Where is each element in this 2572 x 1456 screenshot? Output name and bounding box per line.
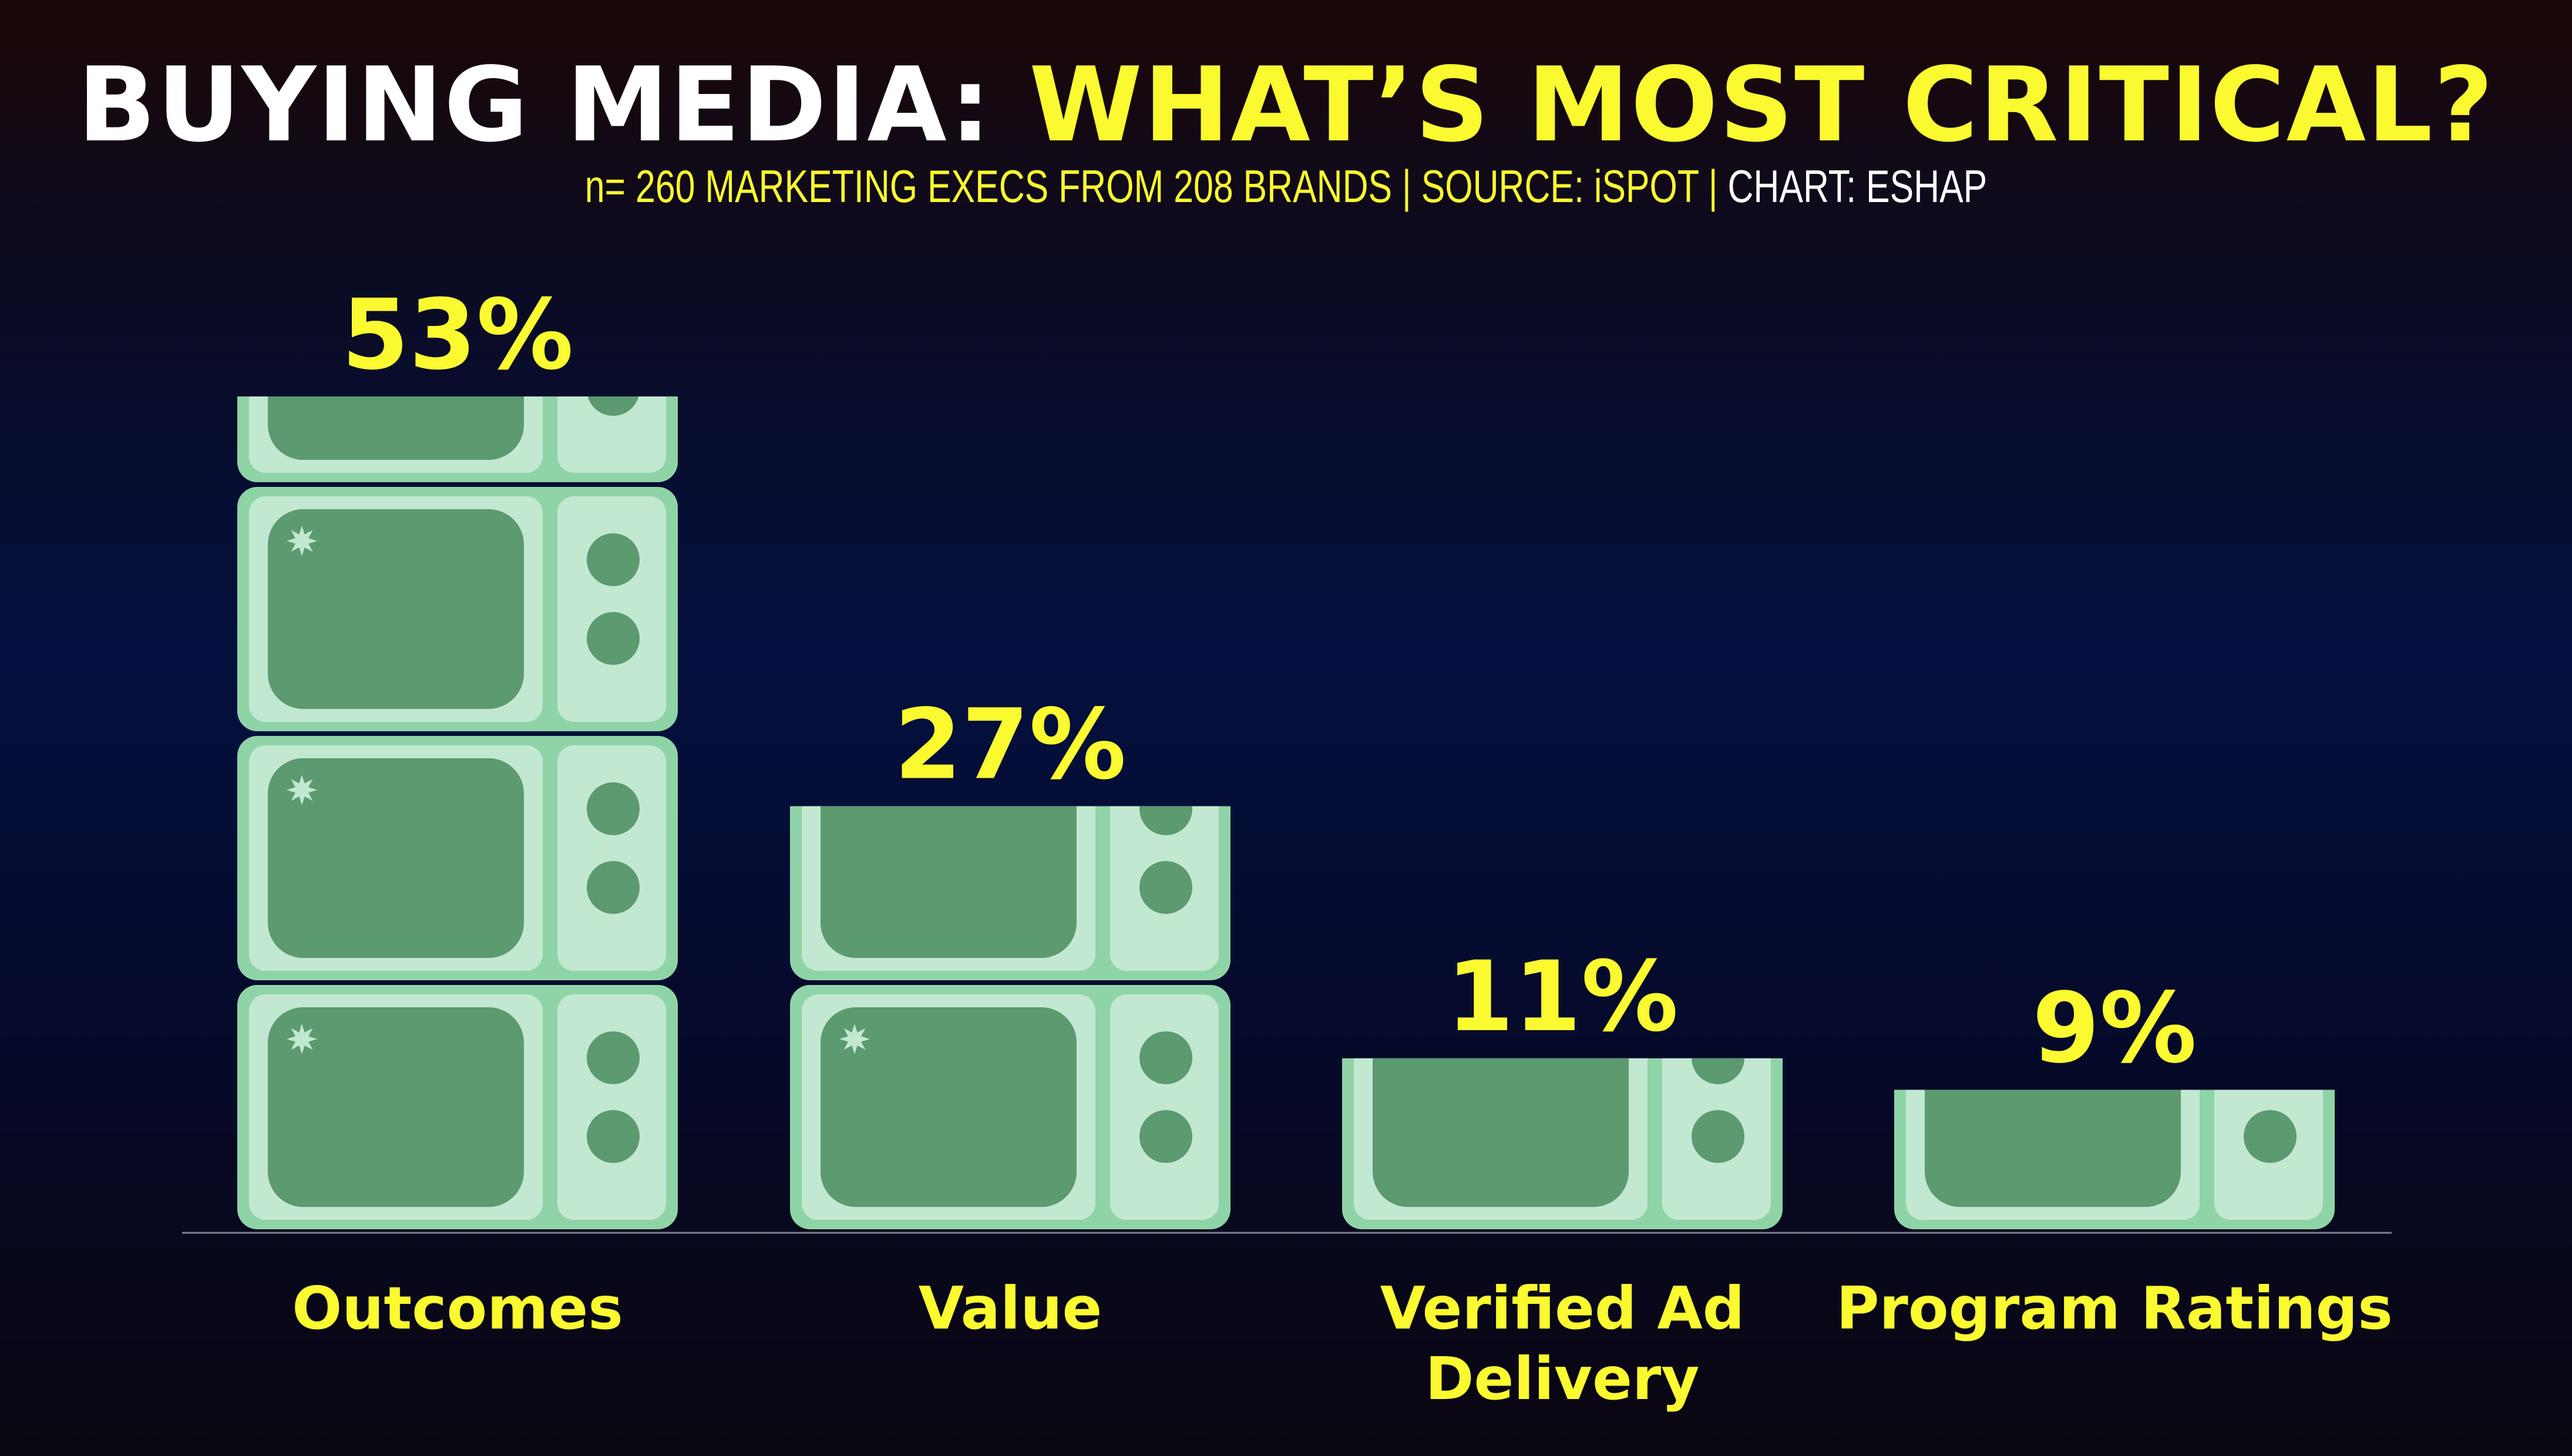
data-label: 53% (342, 278, 574, 391)
bar-outcomes (237, 396, 678, 1229)
category-label: Verified Ad Delivery (1380, 1274, 1745, 1413)
data-label: 11% (1447, 940, 1679, 1053)
chart-title: BUYING MEDIA: WHAT’S MOST CRITICAL? (0, 46, 2572, 165)
title-part-white: BUYING MEDIA: (77, 46, 1029, 165)
category-label: Outcomes (292, 1274, 623, 1343)
bar-value (790, 806, 1230, 1229)
subtitle-part-yellow: n= 260 MARKETING EXECS FROM 208 BRANDS |… (584, 160, 1728, 212)
chart-subtitle: n= 260 MARKETING EXECS FROM 208 BRANDS |… (283, 160, 2289, 213)
category-label: Value (919, 1274, 1102, 1343)
bar-verified-ad-delivery (1342, 1058, 1783, 1229)
subtitle-part-white: CHART: ESHAP (1727, 160, 1988, 212)
data-label: 27% (895, 688, 1127, 801)
title-part-yellow: WHAT’S MOST CRITICAL? (1028, 46, 2495, 165)
bar-program-ratings (1894, 1090, 2335, 1229)
data-label: 9% (2032, 972, 2197, 1085)
category-label: Program Ratings (1836, 1274, 2393, 1343)
